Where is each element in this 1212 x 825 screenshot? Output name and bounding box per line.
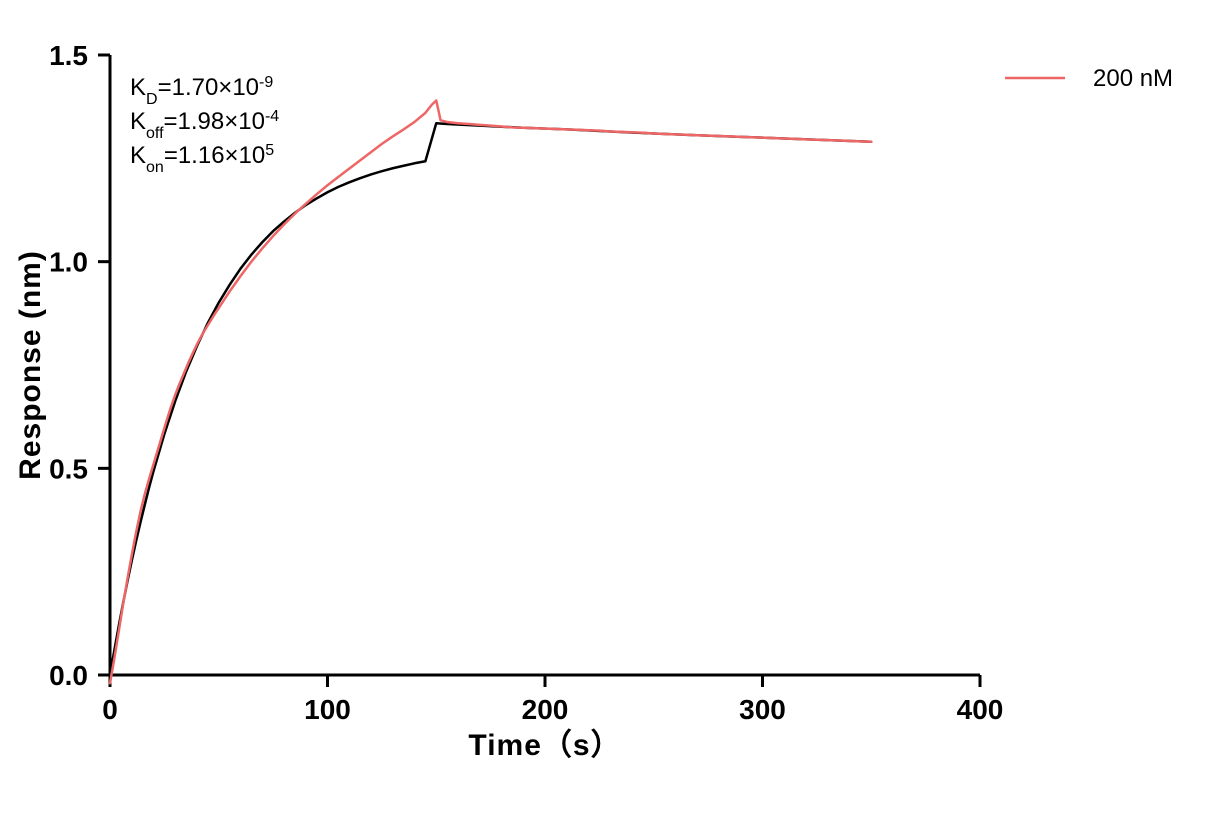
y-tick-label: 1.5 [49,40,88,71]
kinetics-annotation: KD=1.70×10-9 [130,74,273,108]
y-axis-title: Response (nm) [14,250,47,480]
x-tick-label: 0 [102,694,118,725]
kinetics-annotation: Kon=1.16×105 [130,142,274,176]
y-tick-label: 0.5 [49,453,88,484]
x-tick-label: 400 [957,694,1004,725]
y-tick-label: 0.0 [49,660,88,691]
series-fit [110,123,871,675]
x-axis-title: Time（s） [468,728,621,762]
legend-label: 200 nM [1093,65,1173,92]
x-tick-label: 300 [739,694,786,725]
series-200 nM [110,100,871,683]
binding-kinetics-chart: 0 100 200 300 400 0.0 0.5 1.0 1.5 Time（s） Response… [0,0,1212,825]
x-tick-label: 200 [522,694,569,725]
y-tick-label: 1.0 [49,247,88,278]
x-tick-label: 100 [304,694,351,725]
chart-svg: 0 100 200 300 400 0.0 0.5 1.0 1.5 Time（s） Response… [0,0,1212,825]
kinetics-annotation: Koff=1.98×10-4 [130,108,279,142]
